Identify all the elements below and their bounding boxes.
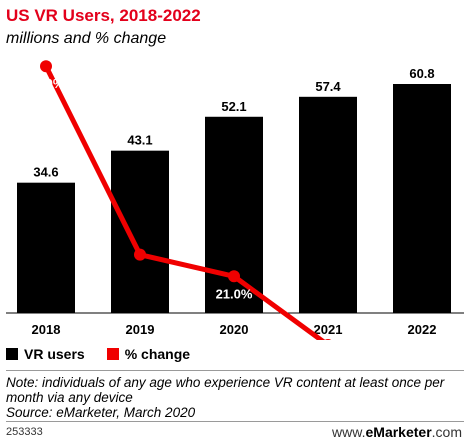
change-label-2018: 54.0%: [28, 76, 65, 91]
x-tick-label-2021: 2021: [314, 322, 343, 337]
brand-prefix: www.: [332, 424, 366, 440]
bar-value-label-2019: 43.1: [127, 133, 152, 148]
legend-item-vr-users: VR users: [6, 346, 85, 362]
source-text: Source: eMarketer, March 2020: [6, 405, 196, 420]
bar-value-label-2020: 52.1: [221, 99, 246, 114]
change-point-2020: [228, 270, 240, 283]
x-tick-label-2019: 2019: [126, 322, 155, 337]
legend-swatch-line: [106, 348, 119, 360]
bar-value-label-2018: 34.6: [33, 165, 58, 180]
chart-note: Note: individuals of any age who experie…: [6, 375, 464, 420]
change-label-2019: 24.4%: [122, 265, 159, 280]
legend-swatch-bar: [6, 348, 18, 360]
change-point-2019: [134, 248, 146, 261]
bar-2019: [111, 150, 169, 313]
brand-suffix: .com: [431, 424, 462, 440]
divider-bottom: [6, 421, 464, 422]
bar-2020: [205, 116, 263, 313]
brand-link[interactable]: www.eMarketer.com: [332, 424, 462, 440]
legend-label-vr-users: VR users: [24, 346, 85, 362]
bar-value-label-2022: 60.8: [409, 66, 434, 81]
x-tick-label-2020: 2020: [220, 322, 249, 337]
chart-area: 34.6 2018 43.1 2019 52.1 2020 57.4 2021 60.8 2022…: [6, 60, 464, 340]
bar-2022: [393, 84, 451, 313]
change-point-2021: [324, 339, 332, 340]
x-tick-label-2018: 2018: [32, 322, 61, 337]
divider-top: [6, 370, 464, 371]
note-text: Note: individuals of any age who experie…: [6, 375, 445, 405]
legend: VR users % change: [6, 346, 212, 362]
chart-id: 253333: [6, 426, 43, 438]
bar-2018: [17, 182, 75, 313]
change-label-2020: 21.0%: [216, 286, 253, 301]
bar-2021: [299, 96, 357, 313]
x-tick-label-2022: 2022: [408, 322, 437, 337]
change-point-2018: [40, 60, 52, 73]
chart-title: US VR Users, 2018-2022: [6, 6, 201, 25]
chart-subtitle: millions and % change: [6, 30, 167, 47]
legend-label-change: % change: [124, 346, 191, 362]
bar-value-label-2021: 57.4: [315, 79, 341, 94]
legend-item-change: % change: [106, 346, 191, 362]
brand-name: eMarketer: [365, 424, 432, 440]
